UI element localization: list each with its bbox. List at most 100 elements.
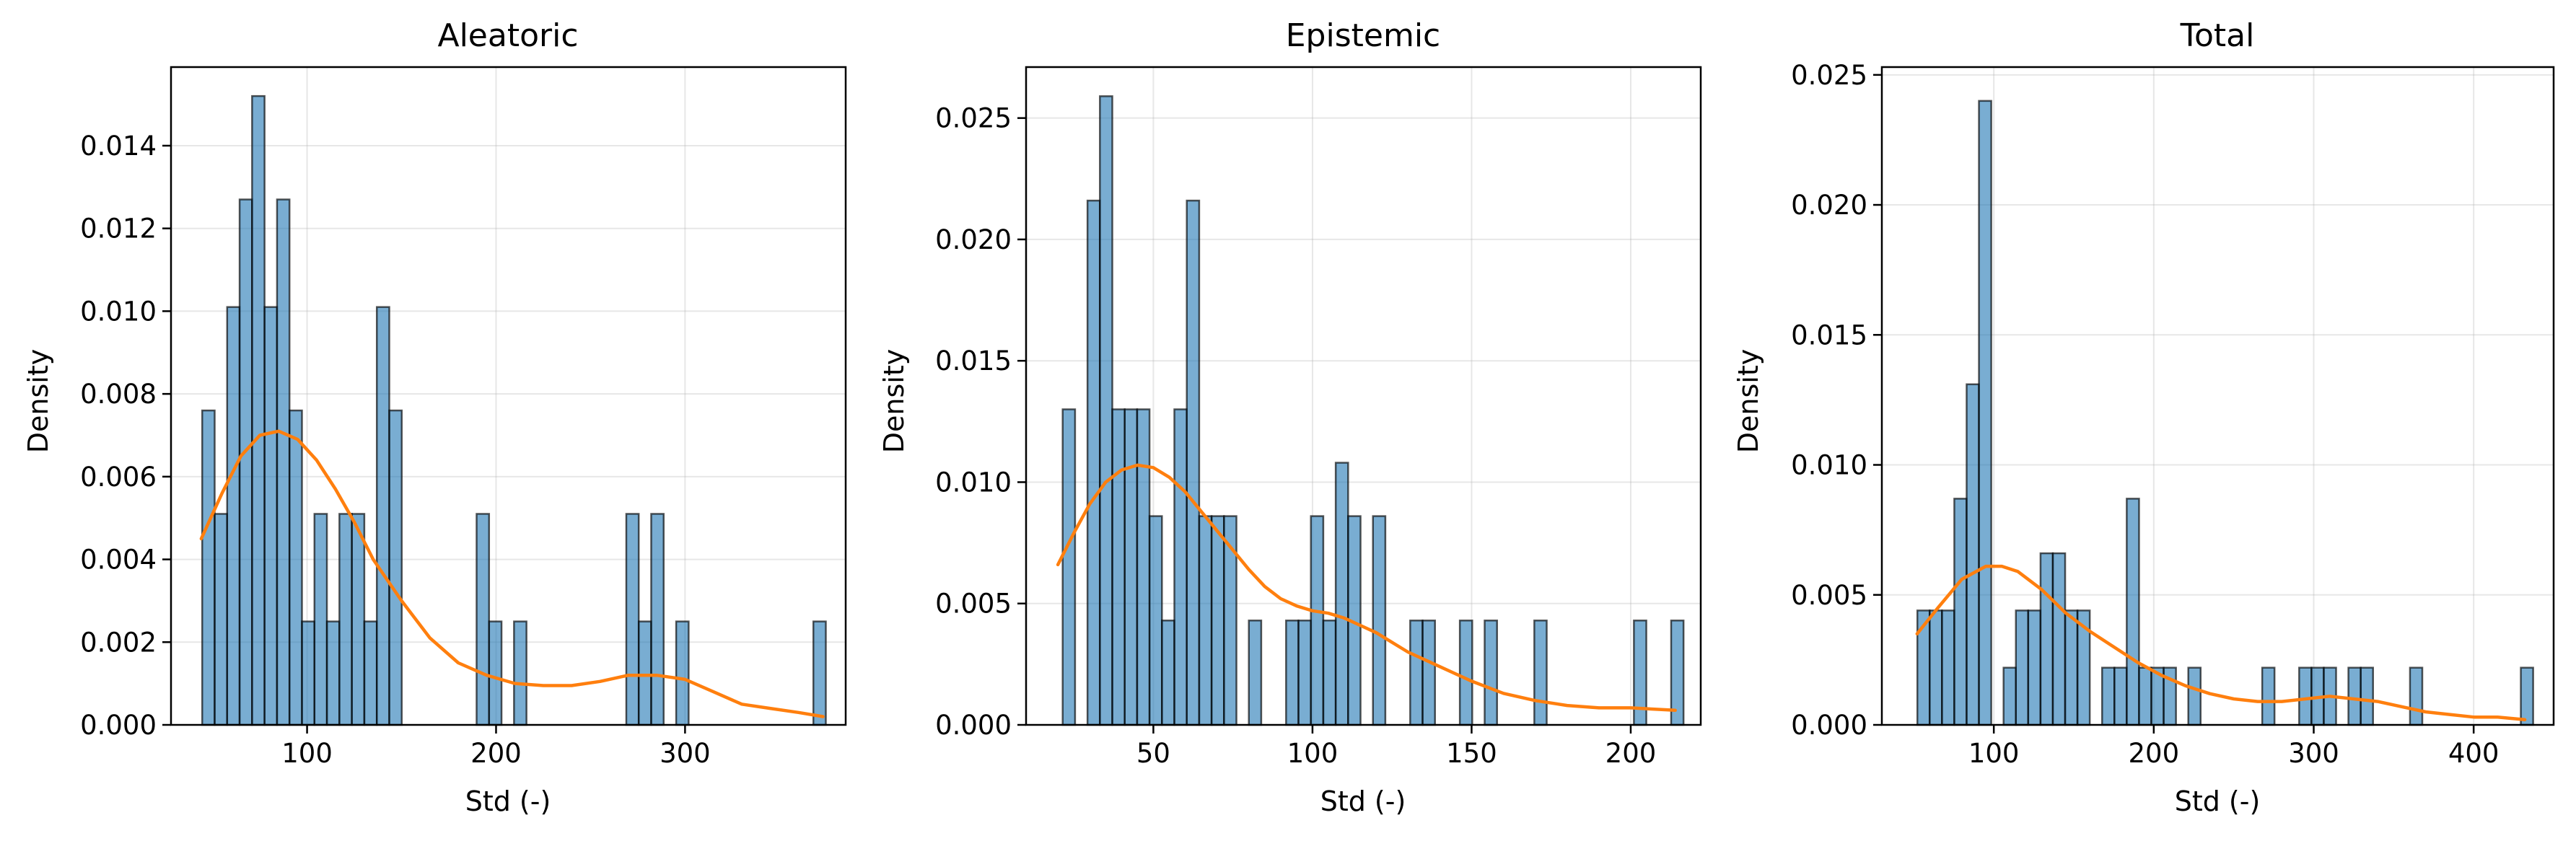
histogram-bar-epistemic <box>1248 620 1263 726</box>
chart-title-aleatoric: Aleatoric <box>437 17 578 54</box>
histogram-bars-aleatoric <box>201 94 827 726</box>
histogram-bar-epistemic <box>1123 408 1139 726</box>
histogram-bar-aleatoric <box>637 620 652 726</box>
x-tick-label-epistemic: 100 <box>1287 738 1339 769</box>
histogram-bar-epistemic <box>1186 199 1201 726</box>
y-tick-label-total: 0.015 <box>1791 320 1867 351</box>
x-tick-label-total: 400 <box>2448 738 2500 769</box>
y-tick-label-epistemic: 0.005 <box>935 589 1012 620</box>
histogram-bar-total <box>2298 666 2313 726</box>
y-tick-label-aleatoric: 0.012 <box>80 213 157 245</box>
histogram-bar-aleatoric <box>650 513 665 726</box>
kde-curve-epistemic <box>1056 463 1677 713</box>
x-tick-label-total: 300 <box>2288 738 2339 769</box>
histogram-bar-epistemic <box>1285 620 1300 726</box>
plot-frame-epistemic <box>1025 66 1702 726</box>
histogram-bar-epistemic <box>1173 408 1188 726</box>
histogram-bar-aleatoric <box>263 306 279 726</box>
x-axis-label-aleatoric: Std (-) <box>465 785 551 817</box>
histogram-bar-aleatoric <box>251 94 266 726</box>
histogram-bar-aleatoric <box>513 620 527 726</box>
histogram-bar-aleatoric <box>325 620 341 726</box>
histogram-bar-total <box>2113 666 2128 726</box>
histogram-bar-aleatoric <box>375 306 390 726</box>
histogram-bar-epistemic <box>1372 515 1387 726</box>
histogram-bar-total <box>1941 609 1955 726</box>
histogram-bar-aleatoric <box>351 513 366 726</box>
histogram-bar-aleatoric <box>488 620 503 726</box>
histogram-bar-aleatoric <box>338 513 353 726</box>
histogram-bar-epistemic <box>1161 620 1175 726</box>
y-tick-label-total: 0.025 <box>1791 60 1867 91</box>
axis-ticks-epistemic: 50 100 150 200 0.000 0.005 0.010 0.015 0.020 0.02… <box>935 103 1656 769</box>
histogram-bar-epistemic <box>1458 620 1473 726</box>
y-tick-label-epistemic: 0.020 <box>935 224 1012 255</box>
x-tick-label-aleatoric: 200 <box>470 738 522 769</box>
plot-frame-aleatoric <box>170 66 847 726</box>
histogram-bar-epistemic <box>1334 462 1349 726</box>
y-tick-label-total: 0.010 <box>1791 450 1867 481</box>
chart-title-total: Total <box>2180 17 2255 54</box>
y-tick-label-total: 0.020 <box>1791 190 1867 221</box>
y-tick-label-epistemic: 0.010 <box>935 467 1012 498</box>
histogram-bar-epistemic <box>1310 515 1325 726</box>
y-tick-label-aleatoric: 0.014 <box>80 131 157 162</box>
histogram-bar-total <box>2027 609 2042 726</box>
gridlines-total <box>1882 67 2554 726</box>
x-tick-label-total: 100 <box>1968 738 2020 769</box>
histogram-bar-epistemic <box>1533 620 1548 726</box>
histogram-bar-epistemic <box>1198 515 1213 726</box>
y-tick-label-total: 0.000 <box>1791 710 1867 741</box>
subplot-aleatoric: Aleatoric Std (-) Density 100 200 300 0.000… <box>22 17 847 817</box>
histogram-bar-total <box>2015 609 2030 726</box>
y-tick-label-aleatoric: 0.010 <box>80 296 157 327</box>
histogram-bar-epistemic <box>1061 408 1077 726</box>
kde-curve-total <box>1915 564 2527 722</box>
x-tick-label-total: 200 <box>2129 738 2180 769</box>
y-tick-label-epistemic: 0.025 <box>935 103 1012 134</box>
chart-title-epistemic: Epistemic <box>1286 17 1440 54</box>
histogram-bar-total <box>2064 609 2079 726</box>
histogram-bar-epistemic <box>1099 95 1113 726</box>
x-axis-label-epistemic: Std (-) <box>1320 785 1406 817</box>
histogram-bar-aleatoric <box>301 620 316 726</box>
histogram-bar-epistemic <box>1136 408 1151 726</box>
histogram-bars-total <box>1916 100 2534 726</box>
histogram-bar-total <box>1966 383 1980 726</box>
histogram-bar-total <box>2138 666 2152 726</box>
histogram-bar-aleatoric <box>238 198 253 726</box>
histogram-bar-aleatoric <box>313 513 328 726</box>
histogram-bar-total <box>2409 666 2424 726</box>
histogram-bar-aleatoric <box>363 620 378 726</box>
histogram-bar-aleatoric <box>276 198 291 726</box>
histogram-bar-epistemic <box>1111 408 1126 726</box>
y-tick-label-aleatoric: 0.002 <box>80 627 157 658</box>
x-axis-label-total: Std (-) <box>2175 785 2261 817</box>
plot-frame-total <box>1880 66 2555 726</box>
histogram-bar-epistemic <box>1322 620 1337 726</box>
kde-curve-aleatoric <box>199 429 825 718</box>
histogram-bar-total <box>2002 666 2018 726</box>
histogram-bar-epistemic <box>1210 515 1225 726</box>
histogram-bar-aleatoric <box>476 513 491 726</box>
y-tick-label-aleatoric: 0.008 <box>80 379 157 410</box>
histogram-bar-total <box>2039 552 2054 726</box>
histogram-bar-aleatoric <box>388 409 403 726</box>
y-tick-label-epistemic: 0.015 <box>935 345 1012 377</box>
subplot-epistemic: Epistemic Std (-) Density 50 100 150 200 0.0… <box>878 17 1702 817</box>
histogram-bar-epistemic <box>1086 199 1101 726</box>
histogram-bar-total <box>2347 666 2362 726</box>
histogram-bar-aleatoric <box>675 620 690 726</box>
histogram-bar-total <box>2100 666 2116 726</box>
histogram-bar-epistemic <box>1484 620 1498 726</box>
histogram-bar-total <box>1978 100 1992 726</box>
histogram-bar-aleatoric <box>201 409 216 726</box>
subplot-total: Total Std (-) Density 100 200 300 400 0.000 0… <box>1732 17 2555 817</box>
histogram-bar-aleatoric <box>812 620 827 726</box>
histogram-bar-epistemic <box>1421 620 1436 726</box>
axis-ticks-aleatoric: 100 200 300 0.000 0.002 0.004 0.006 0.008 0.010 0… <box>80 131 711 769</box>
y-tick-label-epistemic: 0.000 <box>935 710 1012 741</box>
histogram-bar-total <box>2261 666 2276 726</box>
histogram-bar-epistemic <box>1409 620 1424 726</box>
